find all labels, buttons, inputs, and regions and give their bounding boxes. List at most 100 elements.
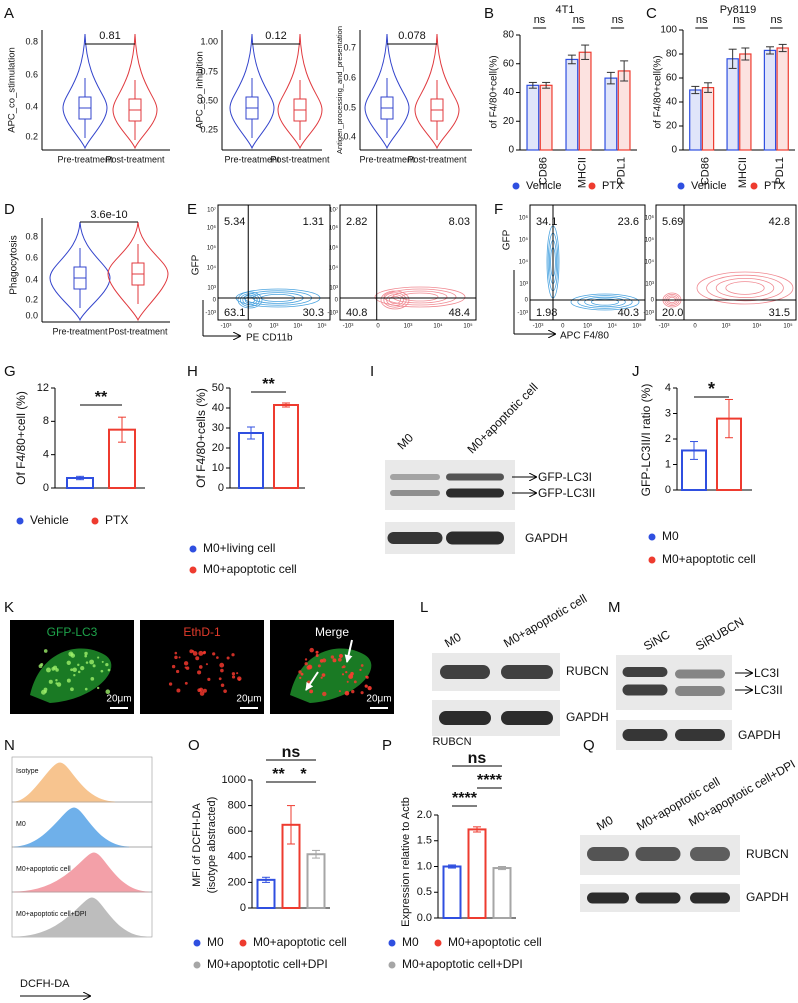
puncta: [48, 679, 53, 684]
puncta: [207, 677, 211, 681]
quadrant-value: 5.34: [224, 216, 245, 228]
band-label: GAPDH: [746, 890, 789, 904]
blot-band: [635, 847, 681, 861]
legend-label: M0+living cell: [203, 541, 275, 555]
puncta: [183, 661, 189, 666]
band-label: LC3I: [754, 666, 779, 680]
puncta: [72, 667, 77, 673]
puncta: [66, 660, 71, 665]
p-value: 0.81: [99, 30, 120, 42]
puncta: [344, 690, 350, 696]
x-tick-label: Post-treatment: [108, 326, 168, 336]
blot-band: [675, 729, 725, 741]
significance: ns: [771, 14, 783, 26]
puncta: [315, 654, 319, 657]
legend-marker: [588, 182, 596, 190]
chart-title: 4T1: [556, 4, 575, 16]
puncta: [197, 670, 202, 675]
bar: [578, 51, 592, 151]
panel-letter: M: [608, 599, 621, 616]
band-label: GAPDH: [738, 728, 781, 742]
x-tick-label: -10³: [659, 324, 670, 330]
puncta: [359, 668, 362, 671]
legend-label: M0: [207, 935, 224, 949]
y-tick-label: 10⁶: [645, 215, 655, 222]
plot-frame: [339, 204, 477, 321]
y-tick-label: 10⁵: [207, 245, 217, 252]
contour: [577, 295, 633, 309]
y-tick-label: 10³: [645, 282, 654, 288]
plot-frame: [217, 204, 331, 321]
y-tick-label: 600: [228, 825, 246, 837]
band-label: GFP-LC3I: [538, 470, 592, 484]
quadrant-value: 1.98: [536, 307, 557, 319]
contour: [239, 293, 260, 307]
x-tick-label: -10³: [533, 324, 544, 330]
puncta: [192, 650, 195, 653]
puncta: [44, 690, 47, 694]
puncta: [70, 668, 73, 672]
blot-band: [587, 847, 629, 861]
legend-label: Vehicle: [526, 180, 561, 192]
x-tick-label: 0: [561, 324, 565, 330]
significance: ns: [534, 14, 546, 26]
puncta: [322, 691, 327, 697]
quadrant-value: 40.8: [346, 307, 367, 319]
puncta: [97, 656, 100, 659]
blot-band: [440, 665, 490, 679]
bar: [763, 49, 777, 151]
puncta: [101, 660, 104, 663]
puncta: [223, 689, 227, 693]
puncta: [236, 672, 239, 675]
contour: [392, 290, 448, 304]
x-axis-label: DCFH-DA: [20, 978, 70, 990]
blot-background: [616, 655, 732, 710]
puncta: [46, 667, 51, 673]
histogram: [13, 762, 116, 803]
y-tick-label: 1: [665, 458, 671, 470]
y-tick-label: -10³: [517, 311, 528, 317]
pointer-arrow: [344, 639, 353, 663]
puncta: [205, 663, 208, 666]
bar: [565, 58, 579, 151]
y-tick-label: 10³: [519, 282, 528, 288]
legend-label: M0+apoptotic cell: [253, 935, 347, 949]
puncta: [298, 670, 302, 674]
legend-label: M0+apoptotic cell: [662, 552, 756, 566]
y-tick-label: 100: [660, 25, 677, 36]
significance: *: [300, 766, 307, 783]
y-axis-label: of F4/80+cell(%): [653, 55, 664, 128]
y-tick-label: 20: [666, 121, 678, 132]
blot-background: [385, 460, 515, 510]
blot-band: [690, 847, 730, 861]
significance: ns: [573, 14, 585, 26]
puncta: [212, 652, 216, 656]
x-tick-label: Pre-treatment: [57, 154, 113, 164]
puncta: [56, 682, 62, 687]
y-tick-label: 0: [508, 145, 514, 156]
y-tick-label: 10⁴: [645, 259, 655, 266]
bar: [492, 867, 512, 919]
y-tick-label: 0: [525, 298, 529, 304]
y-axis-label: of F4/80+cell(%): [489, 55, 500, 128]
x-tick-label: 0: [248, 324, 252, 330]
puncta: [309, 647, 314, 653]
x-tick-label: Post-treatment: [105, 154, 165, 164]
y-tick-label: 0: [335, 298, 339, 304]
legend-label: M0+apoptotic cell: [448, 935, 542, 949]
contour: [706, 274, 784, 302]
x-tick-label: MHCII: [576, 157, 588, 188]
legend-marker: [189, 566, 197, 574]
y-axis-label: Of F4/80+cells (%): [194, 388, 208, 488]
histogram: [13, 897, 148, 938]
y-tick-label: 2.0: [417, 809, 432, 821]
y-axis-label: Expression relative to Actb: [400, 797, 412, 927]
puncta: [317, 664, 321, 668]
puncta: [55, 679, 58, 682]
x-tick-label: 10⁵: [463, 323, 473, 330]
bar: [467, 828, 487, 919]
puncta: [89, 659, 95, 665]
bar: [701, 86, 715, 151]
